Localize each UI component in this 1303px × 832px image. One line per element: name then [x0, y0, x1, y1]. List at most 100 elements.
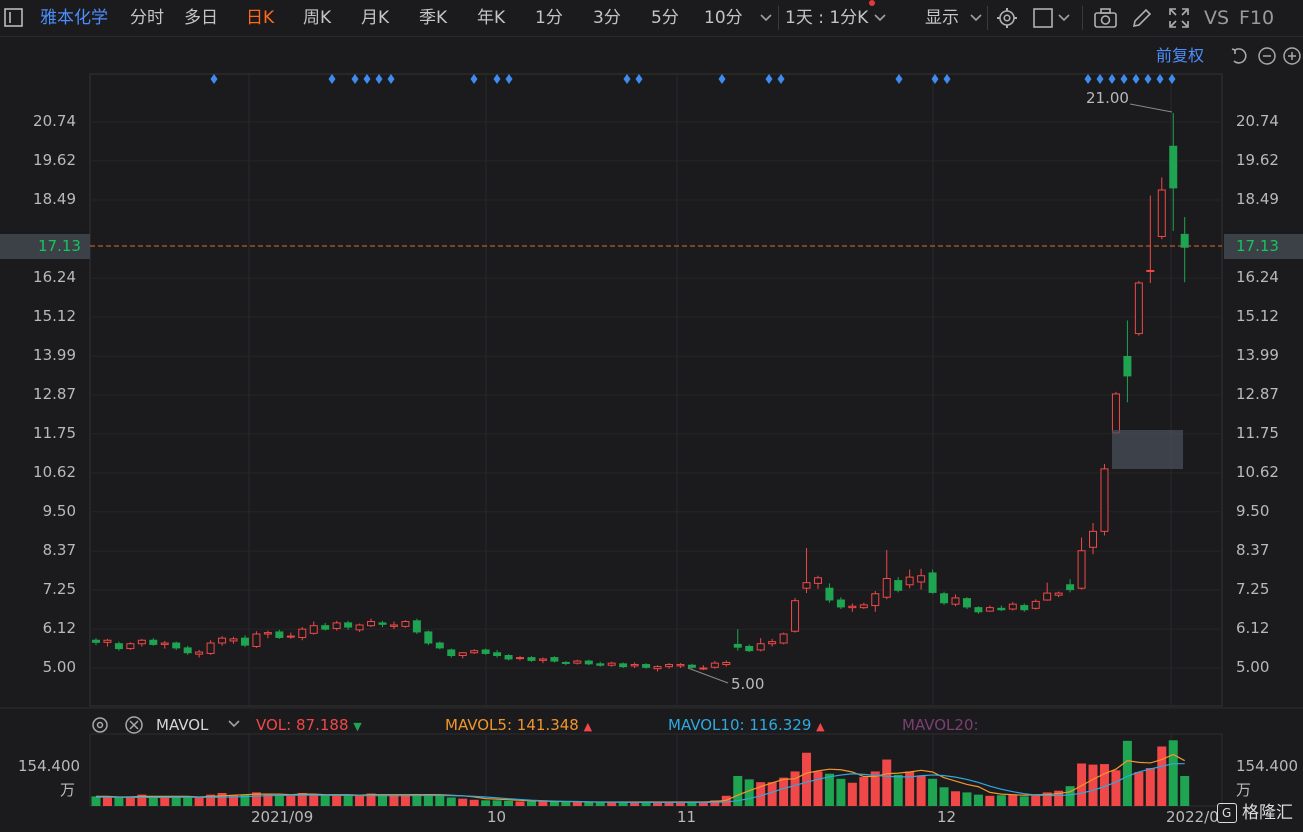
candle-up [332, 622, 341, 629]
indicator-name-dropdown[interactable]: MAVOL [156, 716, 209, 734]
price-tick-label: 19.62 [33, 150, 76, 169]
indicator-chevron-down-icon[interactable] [226, 713, 242, 735]
volume-bar [1088, 764, 1098, 806]
candle-up [355, 624, 364, 631]
candle-down [745, 645, 754, 652]
tab-daily-k[interactable]: 日K [246, 8, 275, 28]
event-marker-icon [351, 74, 359, 84]
candle-up [699, 667, 708, 670]
candle-up [710, 662, 719, 668]
combo-chevron-down-icon[interactable] [872, 6, 896, 30]
tab-3min[interactable]: 3分 [593, 8, 621, 28]
vs-compare-button[interactable]: VS [1204, 7, 1230, 29]
candle-down [424, 631, 433, 644]
indicator-settings-gear-icon[interactable] [89, 714, 111, 736]
volume-frame [89, 733, 1223, 807]
adjust-mode-label[interactable]: 前复权 [1156, 46, 1205, 65]
candle-up [802, 582, 811, 589]
event-marker-icon [387, 74, 395, 84]
candle-up [848, 605, 857, 609]
tab-10min[interactable]: 10分 [704, 8, 743, 28]
candle-down [928, 572, 937, 593]
volume-bar [309, 794, 319, 806]
zoom-in-icon[interactable] [1282, 46, 1302, 66]
volume-bar [114, 796, 124, 806]
tab-yearly-k[interactable]: 年K [477, 8, 506, 28]
vol-label: VOL: 87.188 ▼ [256, 715, 362, 735]
stock-name[interactable]: 雅本化学 [40, 8, 108, 28]
event-marker-icon [895, 74, 903, 84]
event-marker-icon [718, 74, 726, 84]
settings-gear-icon[interactable] [995, 6, 1019, 30]
volume-unit-left: 万 [60, 781, 76, 799]
candle-down [1066, 584, 1075, 591]
price-tick-label: 7.25 [1236, 579, 1270, 598]
candle-up [1008, 603, 1017, 610]
candle-down [642, 664, 651, 668]
display-chevron-down-icon[interactable] [968, 6, 992, 30]
event-marker-icon [210, 74, 218, 84]
volume-bar [721, 795, 731, 806]
volume-bar [1031, 794, 1041, 806]
price-tick-label: 8.37 [1236, 541, 1270, 560]
candle-up [389, 624, 398, 627]
volume-bar [951, 791, 960, 806]
event-marker-icon [493, 74, 501, 84]
volume-bar [297, 792, 307, 806]
event-marker-icon [328, 74, 336, 84]
volume-bar [1042, 792, 1052, 806]
indicator-close-icon[interactable] [123, 714, 145, 736]
price-tick-label: 7.25 [42, 579, 76, 598]
current-price-left: 17.13 [38, 237, 81, 255]
zoom-out-icon[interactable] [1257, 46, 1277, 66]
layout-square-icon[interactable] [1032, 6, 1056, 30]
volume-bar [870, 771, 880, 806]
candle-up [1134, 282, 1143, 335]
display-menu[interactable]: 显示 [925, 8, 959, 28]
candle-up [1111, 393, 1120, 434]
volume-bar [962, 792, 972, 806]
candle-up [103, 639, 112, 643]
chevron-down-icon[interactable] [758, 6, 782, 30]
tab-5min[interactable]: 5分 [651, 8, 679, 28]
price-tick-label: 20.74 [33, 112, 76, 130]
candle-up [607, 662, 616, 666]
undo-icon[interactable] [1229, 46, 1249, 66]
panel-icon[interactable] [4, 8, 24, 28]
f10-button[interactable]: F10 [1239, 7, 1275, 29]
volume-bar [366, 793, 376, 806]
volume-bar [1019, 796, 1029, 806]
event-marker-icon [1120, 74, 1128, 84]
candle-down [1123, 355, 1132, 377]
layout-chevron-down-icon[interactable] [1056, 6, 1080, 30]
candle-up [1043, 592, 1052, 601]
fullscreen-icon[interactable] [1167, 6, 1191, 30]
volume-bar [171, 796, 181, 806]
tab-quarterly-k[interactable]: 季K [419, 8, 448, 28]
tab-1min[interactable]: 1分 [535, 8, 563, 28]
candle-up [756, 643, 765, 651]
watermark-text: 格隆汇 [1242, 803, 1293, 823]
tab-multiday[interactable]: 多日 [184, 8, 218, 28]
candle-down [1180, 233, 1189, 248]
candle-up [367, 621, 376, 627]
tab-weekly-k[interactable]: 周K [303, 8, 332, 28]
volume-bar [1065, 786, 1075, 806]
tab-timeshare[interactable]: 分时 [130, 8, 164, 28]
combo-period-selector[interactable]: 1天 : 1分K [785, 8, 869, 28]
volume-bar [779, 777, 789, 806]
candle-up [985, 607, 994, 612]
date-label: 2021/09 [251, 808, 314, 826]
mavol10-label-text: MAVOL10: [668, 716, 745, 734]
camera-icon[interactable] [1093, 6, 1117, 30]
candle-down [378, 622, 387, 625]
volume-bar [504, 800, 514, 806]
volume-bar [1099, 764, 1109, 806]
event-marker-icon [470, 74, 478, 84]
pencil-draw-icon[interactable] [1130, 6, 1154, 30]
mavol5-line [96, 753, 1185, 803]
tab-monthly-k[interactable]: 月K [361, 8, 390, 28]
volume-bar [538, 801, 548, 806]
candle-down [321, 625, 330, 630]
